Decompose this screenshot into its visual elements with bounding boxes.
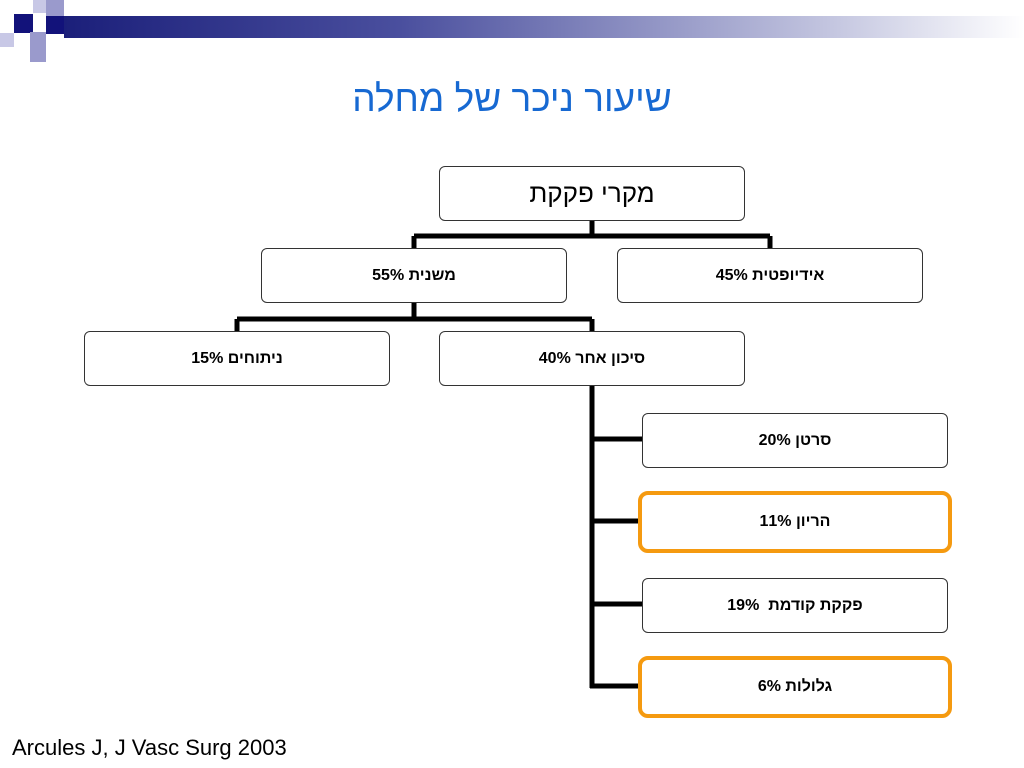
decor-square-lavender-4 <box>30 32 46 62</box>
node-secondary: משנית 55% <box>261 248 567 303</box>
node-pills: גלולות 6% <box>638 656 952 718</box>
node-cancer-label: סרטן 20% <box>758 431 832 449</box>
decor-square-lavender-2 <box>46 0 64 16</box>
decor-square-lavender-1 <box>33 0 46 13</box>
node-thrombosis-cases: מקרי פקקת <box>439 166 745 221</box>
node-secondary-label: משנית 55% <box>372 266 456 284</box>
node-pregnancy: הריון 11% <box>638 491 952 553</box>
node-previous-thrombosis-label: פקקת קודמת 19% <box>727 596 863 614</box>
decor-square-lavender-3 <box>0 33 14 47</box>
decor-square-navy-2 <box>46 16 64 34</box>
node-surgery: ניתוחים 15% <box>84 331 390 386</box>
header-gradient-bar <box>64 16 1024 38</box>
node-previous-thrombosis: פקקת קודמת 19% <box>642 578 948 633</box>
node-idiopathic: אידיופטית 45% <box>617 248 923 303</box>
node-cancer: סרטן 20% <box>642 413 948 468</box>
node-other-risk: סיכון אחר 40% <box>439 331 745 386</box>
citation: Arcules J, J Vasc Surg 2003 <box>12 735 287 760</box>
node-surgery-label: ניתוחים 15% <box>191 349 283 367</box>
node-idiopathic-label: אידיופטית 45% <box>715 266 825 284</box>
node-pregnancy-label: הריון 11% <box>759 513 831 530</box>
node-thrombosis-cases-label: מקרי פקקת <box>529 178 655 208</box>
node-pills-label: גלולות 6% <box>757 678 833 695</box>
decor-square-navy-1 <box>14 14 33 33</box>
node-other-risk-label: סיכון אחר 40% <box>538 349 646 367</box>
slide-title: שיעור ניכר של מחלה <box>352 78 672 119</box>
